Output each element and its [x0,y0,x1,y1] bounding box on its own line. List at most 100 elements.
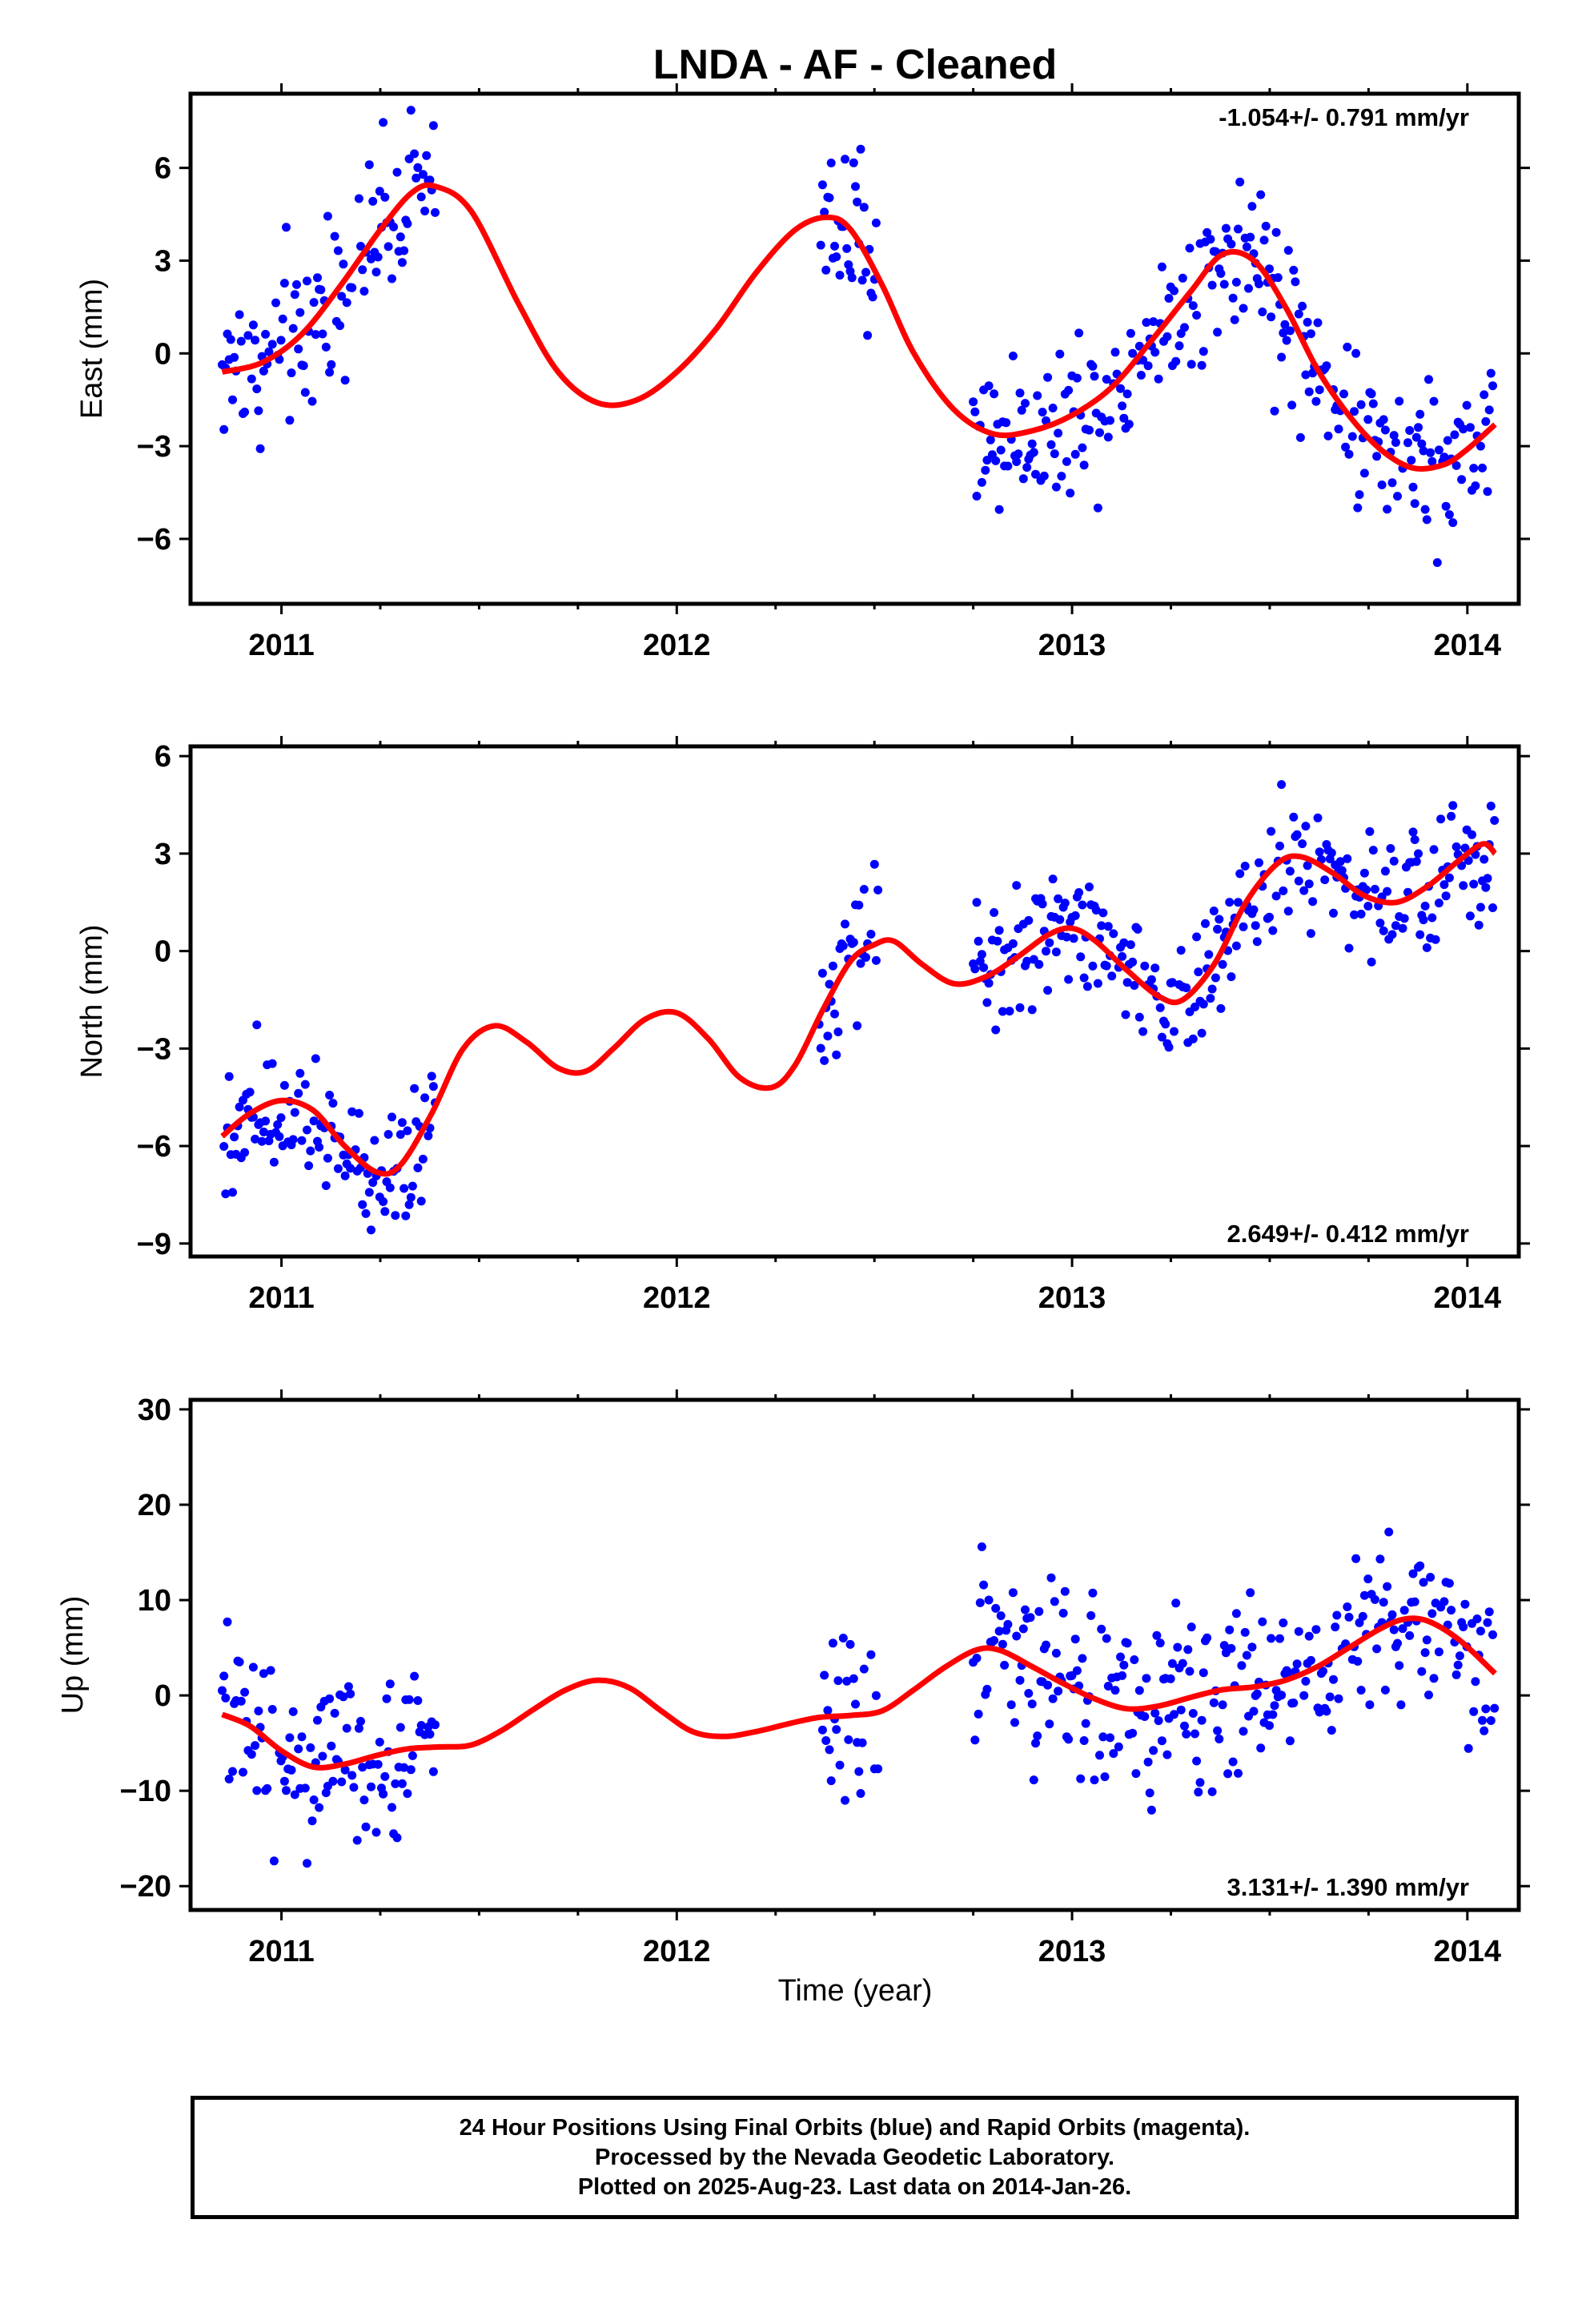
data-point [385,1183,395,1192]
data-point [1488,381,1497,391]
data-point [428,1082,438,1092]
data-point [408,1751,417,1760]
data-point [1045,1719,1054,1729]
data-point [400,246,409,255]
data-point [857,275,867,285]
data-point [1199,1668,1208,1678]
data-point [1209,907,1219,915]
data-point [392,1833,402,1843]
data-point [1432,558,1442,567]
data-point [1194,1787,1203,1797]
data-point [1444,1578,1454,1588]
plot-frame [188,1397,1521,1912]
data-point [267,1705,277,1714]
data-point [333,246,343,255]
data-point [1012,1631,1022,1641]
data-point [832,1050,841,1059]
data-point [1029,448,1038,457]
data-point [1227,239,1236,249]
data-point [1343,1602,1352,1611]
data-point [1192,1756,1202,1766]
data-point [1268,926,1278,935]
data-point [1064,385,1074,395]
data-point [1362,885,1371,895]
data-point [1486,802,1496,810]
data-point [1038,408,1047,417]
data-point [984,979,994,988]
data-point [282,1786,291,1795]
data-point [285,1733,295,1743]
data-point [1391,921,1400,931]
data-point [358,1200,367,1209]
data-point [1216,1003,1226,1013]
data-point [1334,424,1343,434]
data-point [1136,371,1146,380]
data-point [1102,1634,1111,1643]
data-point [219,424,229,434]
data-point [1149,317,1158,327]
data-point [1462,400,1472,410]
data-point [1211,973,1220,983]
data-point [1180,1721,1189,1731]
data-point [1138,1027,1148,1036]
data-point [1213,924,1223,934]
data-point [1439,1597,1449,1606]
data-point [1057,472,1066,481]
y-tick-label: 20 [138,1489,171,1522]
data-point [309,1795,319,1804]
data-point [1483,1618,1492,1627]
data-point [1270,406,1279,416]
data-point [998,1007,1007,1016]
data-point [368,1178,378,1188]
data-point [1490,816,1500,825]
data-point [1351,348,1361,358]
data-point [264,347,274,356]
data-point [849,158,858,167]
data-point [1206,994,1215,1003]
data-point [1343,342,1352,352]
data-point [1085,425,1094,435]
data-point [418,170,428,179]
data-point [1195,1778,1205,1787]
data-point [1341,442,1351,452]
data-point [1143,361,1153,371]
data-point [873,885,883,895]
data-point [1389,1625,1399,1634]
data-point [1140,961,1150,971]
data-point [1325,1692,1335,1702]
data-point [849,1674,858,1683]
data-point [380,1771,390,1781]
data-point [1303,861,1312,870]
data-point [224,1775,234,1783]
east-panel: 2011 2012 2013 2014 −6 −3 0 3 6 East (mm) -1.054+/… [75,83,1530,662]
data-point [1490,1703,1500,1713]
data-point [1453,1660,1463,1670]
y-tick-label: 3 [155,838,171,871]
data-point [1018,474,1028,484]
data-point [1134,1012,1144,1022]
data-point [1367,389,1376,399]
data-point [856,959,865,968]
data-point [1078,1654,1087,1663]
data-point [828,961,837,971]
data-point [400,1763,409,1772]
data-point [1240,1627,1250,1637]
data-point [1100,1772,1110,1782]
data-point [1237,1661,1247,1671]
data-point [1478,463,1487,472]
data-point [416,192,426,202]
data-point [1218,959,1227,969]
data-point [248,320,258,330]
data-point [841,1795,849,1805]
data-point [994,926,1004,935]
data-point [984,1595,994,1605]
data-point [1452,842,1461,851]
data-point [1460,1599,1470,1609]
data-point [307,1816,317,1826]
data-point [1155,1003,1165,1012]
data-point [1126,328,1135,338]
data-point [817,180,827,190]
data-point [1275,1634,1284,1643]
data-point [1287,400,1297,410]
data-point [356,1716,365,1726]
